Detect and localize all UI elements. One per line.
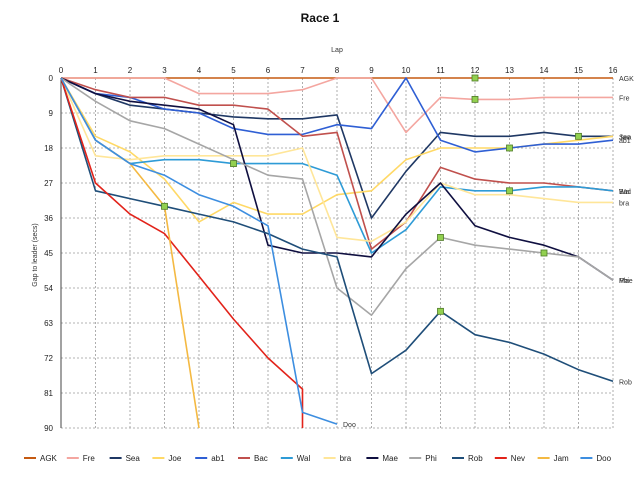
legend-label-phi: Phi [425, 454, 437, 463]
y-tick-label: 54 [44, 284, 53, 293]
legend-label-nev: Nev [511, 454, 525, 463]
series-end-label-rob: Rob [619, 379, 632, 386]
y-tick-label: 27 [44, 179, 53, 188]
x-tick-label: 4 [197, 66, 202, 75]
legend-label-bac: Bac [254, 454, 268, 463]
legend-label-bra: bra [340, 454, 352, 463]
data-marker-fre [471, 95, 479, 103]
series-end-label-joe: Joe [619, 134, 630, 141]
x-tick-label: 2 [128, 66, 133, 75]
series-line-rob [60, 77, 614, 383]
x-tick-label: 9 [369, 66, 374, 75]
data-marker-phi [540, 249, 548, 257]
x-tick-label: 1 [93, 66, 98, 75]
data-marker-sea [575, 132, 582, 140]
y-tick-label: 45 [44, 249, 53, 258]
x-tick-label: 8 [335, 66, 340, 75]
data-marker-wal [230, 160, 237, 167]
y-tick-label: 0 [49, 74, 54, 83]
series-end-label-mae: Mae [619, 278, 633, 285]
x-tick-label: 11 [436, 66, 445, 75]
x-tick-label: 13 [505, 66, 514, 75]
x-tick-label: 15 [574, 66, 583, 75]
series-line-doo [60, 77, 338, 425]
legend-label-sea: Sea [126, 454, 141, 463]
series-end-label-phi: Phi [619, 278, 630, 285]
y-tick-label: 36 [44, 214, 53, 223]
series-line-mae [60, 77, 614, 281]
y-tick-label: 90 [44, 424, 53, 433]
series-end-label-bra: bra [619, 200, 629, 207]
x-tick-label: 10 [402, 66, 411, 75]
y-tick-label: 81 [44, 389, 53, 398]
x-tick-label: 7 [300, 66, 305, 75]
legend-label-joe: Joe [168, 454, 181, 463]
legend-label-wal: Wal [297, 454, 311, 463]
series-end-label-fre: Fre [619, 95, 630, 102]
data-marker-jam [161, 202, 168, 210]
x-tick-label: 5 [231, 66, 236, 75]
series-end-label-wal: Wal [619, 189, 631, 196]
series-line-wal [60, 77, 614, 254]
x-tick-label: 0 [59, 66, 64, 75]
x-tick-label: 6 [266, 66, 271, 75]
legend-label-ab1: ab1 [211, 454, 225, 463]
x-axis-title: Lap [331, 47, 343, 54]
legend-label-mae: Mae [382, 454, 398, 463]
data-marker-rob [437, 307, 444, 315]
data-marker-agk [471, 74, 479, 82]
data-marker-ab1 [506, 144, 513, 152]
series-end-label-agk: AGK [619, 76, 634, 83]
series-end-label-ab1: ab1 [619, 138, 631, 145]
series-line-sea [60, 77, 613, 219]
series-line-bac [60, 77, 614, 250]
series-line-phi [60, 77, 614, 317]
legend-label-agk: AGK [40, 454, 58, 463]
y-tick-label: 9 [49, 109, 54, 118]
y-tick-label: 72 [44, 354, 53, 363]
x-tick-label: 3 [162, 66, 167, 75]
series-line-ab1 [60, 77, 614, 153]
series-line-bra [60, 77, 613, 243]
x-tick-label: 16 [609, 66, 618, 75]
series-end-label-sea: Sea [619, 134, 632, 141]
x-tick-label: 14 [540, 66, 549, 75]
legend-label-rob: Rob [468, 454, 483, 463]
data-marker-phi [437, 234, 444, 241]
legend-label-jam: Jam [554, 454, 569, 463]
x-tick-label: 12 [471, 66, 480, 75]
legend-label-doo: Doo [596, 454, 611, 463]
series-end-label-doo: Doo [343, 422, 356, 429]
y-axis-title: Gap to leader (secs) [32, 223, 39, 286]
legend-label-fre: Fre [83, 454, 96, 463]
y-tick-label: 18 [44, 144, 53, 153]
series-end-label-bac: Bac [619, 189, 632, 196]
chart-title: Race 1 [300, 11, 340, 25]
series-line-nev [60, 77, 304, 428]
y-tick-label: 63 [44, 319, 53, 328]
series-line-fre [61, 77, 613, 134]
data-marker-wal [506, 187, 513, 195]
